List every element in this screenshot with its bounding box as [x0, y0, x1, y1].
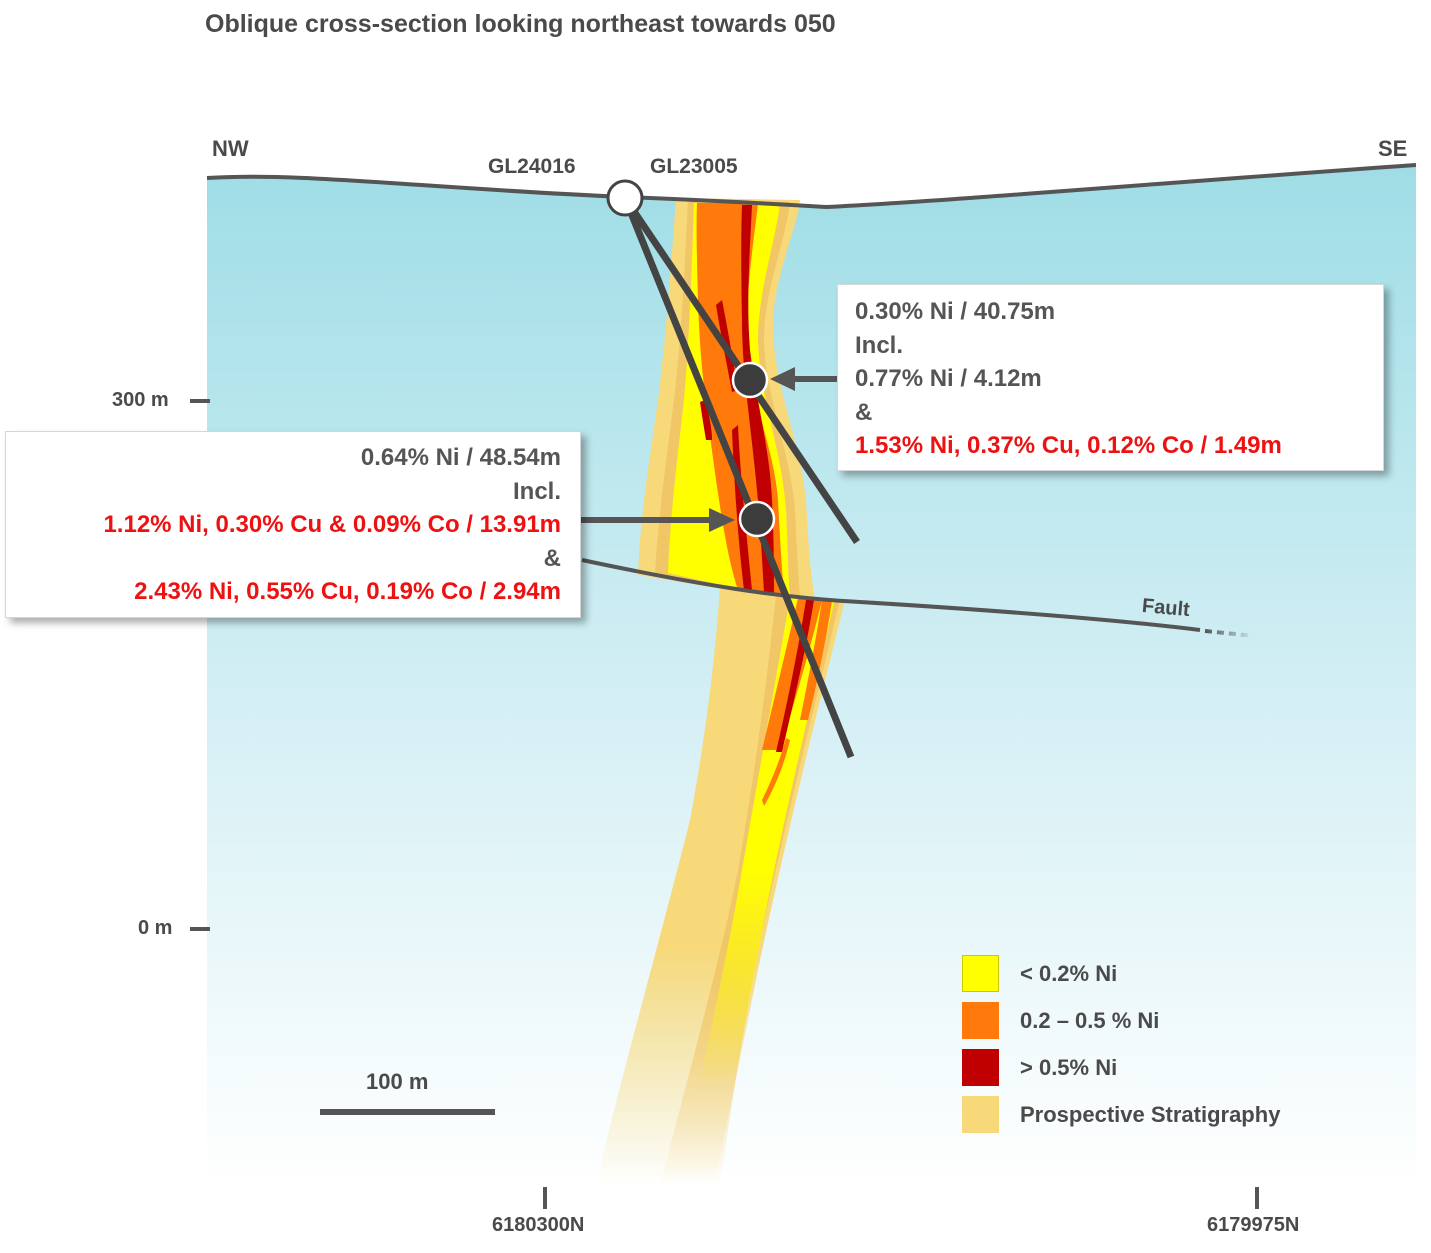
callout-lower-line-5: 2.43% Ni, 0.55% Cu, 0.19% Co / 2.94m [134, 578, 561, 605]
direction-nw: NW [212, 136, 249, 161]
drillhole-label-gl23005: GL23005 [650, 155, 738, 178]
callout-upper-line-2: Incl. [855, 331, 904, 359]
legend-swatch-prospective-stratigraphy [962, 1096, 999, 1133]
fault-line [581, 558, 1201, 632]
arrow-lower-head [709, 508, 735, 532]
legend-swatch-mid-ni [962, 1002, 999, 1039]
legend-label-low-ni: < 0.2% Ni [1020, 961, 1118, 986]
legend-label-prospective-stratigraphy: Prospective Stratigraphy [1020, 1102, 1281, 1127]
callout-lower-line-4: & [543, 544, 561, 572]
legend-swatch-high-ni [962, 1049, 999, 1086]
elevation-label-0: 0 m [138, 917, 173, 939]
red-zone-lower-2 [762, 738, 790, 806]
legend-label-mid-ni: 0.2 – 0.5 % Ni [1020, 1008, 1160, 1033]
legend-swatch-low-ni [962, 955, 999, 992]
surface-line [206, 163, 1417, 210]
legend-label-high-ni: > 0.5% Ni [1020, 1055, 1118, 1080]
callout-upper-line-4: & [855, 398, 873, 426]
collar-marker [606, 179, 644, 217]
callout-lower-line-3: 1.12% Ni, 0.30% Cu & 0.09% Co / 13.91m [103, 511, 561, 538]
callout-upper-line-5: 1.53% Ni, 0.37% Cu, 0.12% Co / 1.49m [855, 432, 1282, 459]
northing-label-1: 6180300N [492, 1214, 585, 1236]
fault-label: Fault [1141, 595, 1191, 622]
callout-lower-line-1: 0.64% Ni / 48.54m [360, 444, 561, 471]
arrow-upper-head [770, 367, 795, 391]
intercept-marker-lower [738, 500, 776, 538]
fault-line-dashed [1204, 629, 1256, 638]
callout-lower-line-2: Incl. [512, 477, 561, 505]
drill-trace-gl24016 [621, 196, 855, 759]
drillhole-label-gl24016: GL24016 [488, 155, 576, 178]
callout-upper-line-3: 0.77% Ni / 4.12m [855, 365, 1042, 392]
direction-se: SE [1378, 136, 1408, 161]
yellow-zone-lower [698, 598, 834, 1090]
red-zone-upper-5 [700, 400, 712, 440]
scale-bar-label: 100 m [366, 1069, 429, 1094]
intercept-marker-upper [731, 361, 769, 399]
elevation-label-300: 300 m [112, 389, 169, 411]
northing-label-2: 6179975N [1207, 1214, 1300, 1236]
page-title: Oblique cross-section looking northeast … [205, 10, 836, 38]
callout-upper-line-1: 0.30% Ni / 40.75m [855, 298, 1056, 325]
intercept-callout-lower: 0.64% Ni / 48.54m Incl. 1.12% Ni, 0.30% … [5, 431, 581, 618]
intercept-callout-upper: 0.30% Ni / 40.75m Incl. 0.77% Ni / 4.12m… [837, 284, 1384, 471]
orange-zone-lower-2 [800, 600, 832, 720]
